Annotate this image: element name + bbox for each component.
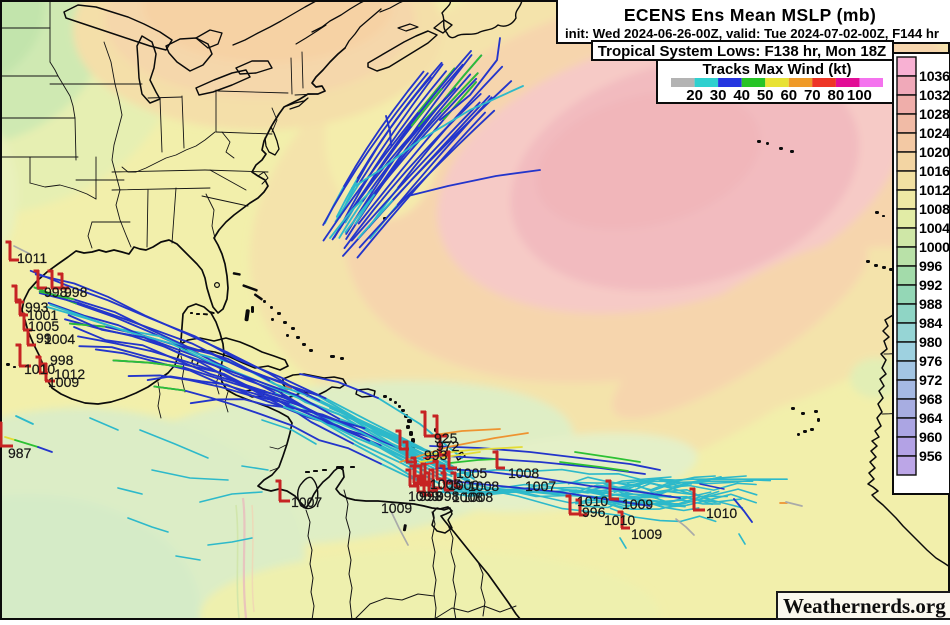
- svg-text:1009: 1009: [381, 500, 412, 516]
- svg-text:1001: 1001: [27, 307, 58, 323]
- svg-text:996: 996: [582, 504, 606, 520]
- svg-text:1032: 1032: [919, 88, 950, 104]
- svg-text:998: 998: [419, 488, 443, 504]
- svg-text:1007: 1007: [525, 478, 556, 494]
- svg-text:1007: 1007: [291, 494, 322, 510]
- svg-text:964: 964: [919, 411, 942, 427]
- svg-text:960: 960: [919, 430, 942, 446]
- svg-text:1008: 1008: [468, 478, 499, 494]
- svg-text:Weathernerds.org: Weathernerds.org: [783, 594, 946, 618]
- svg-text:1008: 1008: [508, 465, 539, 481]
- svg-text:998: 998: [436, 488, 460, 504]
- svg-text:1010: 1010: [604, 512, 635, 528]
- svg-text:50: 50: [757, 87, 774, 104]
- svg-text:980: 980: [919, 335, 942, 351]
- svg-text:998: 998: [50, 352, 74, 368]
- svg-text:1036: 1036: [919, 69, 950, 85]
- svg-text:993: 993: [424, 447, 448, 463]
- svg-text:998: 998: [64, 284, 88, 300]
- svg-text:1010: 1010: [577, 493, 608, 509]
- svg-text:Tropical System Lows: F138 hr,: Tropical System Lows: F138 hr, Mon 18Z: [598, 43, 886, 60]
- svg-text:1000: 1000: [448, 477, 479, 493]
- svg-text:1011: 1011: [17, 250, 47, 266]
- svg-text:1012: 1012: [919, 183, 950, 199]
- svg-text:1010: 1010: [706, 505, 737, 521]
- svg-text:40: 40: [733, 87, 750, 104]
- svg-text:70: 70: [804, 87, 821, 104]
- svg-text:1005: 1005: [456, 465, 487, 481]
- svg-text:972: 972: [919, 373, 942, 389]
- svg-text:1008: 1008: [919, 202, 950, 218]
- svg-text:984: 984: [919, 316, 942, 332]
- svg-text:976: 976: [919, 354, 942, 370]
- svg-text:1004: 1004: [919, 221, 950, 237]
- svg-text:1009: 1009: [631, 526, 662, 542]
- svg-text:972: 972: [436, 438, 460, 454]
- svg-text:956: 956: [919, 449, 942, 465]
- svg-text:1005: 1005: [28, 318, 59, 334]
- svg-text:1020: 1020: [919, 145, 950, 161]
- svg-text:987: 987: [8, 445, 32, 461]
- svg-text:30: 30: [710, 87, 727, 104]
- svg-text:80: 80: [828, 87, 845, 104]
- svg-text:988: 988: [919, 297, 942, 313]
- svg-text:99: 99: [36, 330, 52, 346]
- svg-text:993: 993: [25, 299, 49, 315]
- svg-text:1009: 1009: [48, 374, 79, 390]
- svg-text:1028: 1028: [919, 107, 950, 123]
- svg-text:996: 996: [919, 259, 942, 275]
- svg-text:1004: 1004: [44, 331, 75, 347]
- svg-text:60: 60: [780, 87, 797, 104]
- svg-text:ECENS Ens Mean MSLP (mb): ECENS Ens Mean MSLP (mb): [624, 5, 876, 25]
- svg-text:1012: 1012: [54, 366, 85, 382]
- svg-text:1016: 1016: [919, 164, 950, 180]
- svg-text:100: 100: [847, 87, 872, 104]
- svg-text:20: 20: [686, 87, 703, 104]
- svg-text:1008: 1008: [462, 489, 493, 505]
- svg-text:1005: 1005: [430, 476, 461, 492]
- svg-text:1008: 1008: [452, 489, 483, 505]
- svg-text:1009: 1009: [408, 488, 439, 504]
- svg-text:init: Wed 2024-06-26-00Z, vali: init: Wed 2024-06-26-00Z, valid: Tue 202…: [565, 26, 939, 41]
- svg-text:1024: 1024: [919, 126, 950, 142]
- svg-text:1000: 1000: [919, 240, 950, 256]
- svg-text:1010: 1010: [24, 361, 55, 377]
- svg-text:998: 998: [44, 284, 68, 300]
- svg-text:925: 925: [434, 430, 458, 446]
- svg-text:Tracks Max Wind (kt): Tracks Max Wind (kt): [702, 61, 851, 78]
- svg-text:1009: 1009: [622, 496, 653, 512]
- svg-text:992: 992: [919, 278, 942, 294]
- svg-text:968: 968: [919, 392, 942, 408]
